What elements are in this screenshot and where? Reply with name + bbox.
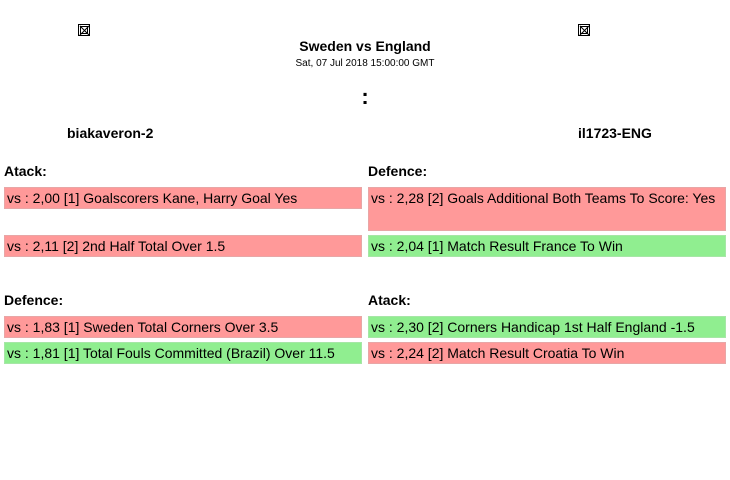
section-heading: Atack: <box>368 292 411 308</box>
section-bottom-right: Atack: vs : 2,30 [2] Corners Handicap 1s… <box>368 292 726 368</box>
score: : <box>361 84 369 109</box>
team-right-name: il1723-ENG <box>578 125 652 141</box>
bet-item: vs : 2,24 [2] Match Result Croatia To Wi… <box>368 342 726 364</box>
team-left-name: biakaveron-2 <box>67 125 154 141</box>
section-top-right: Defence: vs : 2,28 [2] Goals Additional … <box>368 163 726 261</box>
bet-item: vs : 2,04 [1] Match Result France To Win <box>368 235 726 257</box>
section-top-left: Atack: vs : 2,00 [1] Goalscorers Kane, H… <box>4 163 362 261</box>
match-title: Sweden vs England <box>299 38 431 54</box>
bet-item: vs : 1,83 [1] Sweden Total Corners Over … <box>4 316 362 338</box>
bet-item: vs : 2,28 [2] Goals Additional Both Team… <box>368 187 726 231</box>
section-heading: Defence: <box>4 292 64 308</box>
bet-item: vs : 1,81 [1] Total Fouls Committed (Bra… <box>4 342 362 364</box>
bet-item: vs : 2,00 [1] Goalscorers Kane, Harry Go… <box>4 187 362 209</box>
bet-item: vs : 2,30 [2] Corners Handicap 1st Half … <box>368 316 726 338</box>
team-left-image-icon <box>78 24 90 36</box>
bet-item: vs : 2,11 [2] 2nd Half Total Over 1.5 <box>4 235 362 257</box>
section-heading: Defence: <box>368 163 428 179</box>
team-right-image-icon <box>578 24 590 36</box>
match-date: Sat, 07 Jul 2018 15:00:00 GMT <box>295 58 435 69</box>
section-heading: Atack: <box>4 163 47 179</box>
section-bottom-left: Defence: vs : 1,83 [1] Sweden Total Corn… <box>4 292 362 368</box>
